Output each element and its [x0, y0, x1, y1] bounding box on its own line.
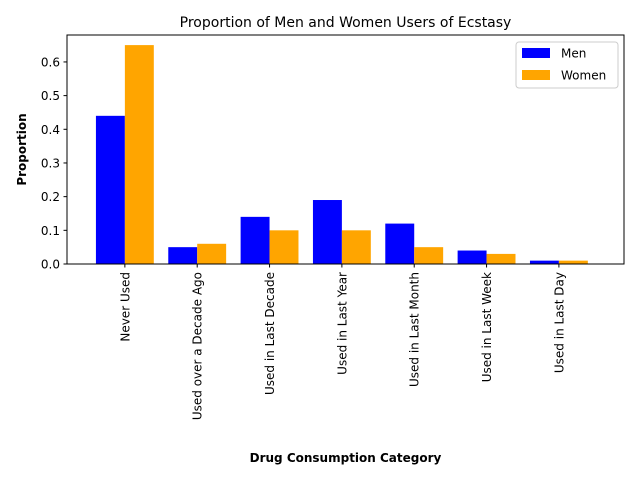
- x-axis: Never Used Used over a Decade Ago Used in …: [118, 264, 566, 420]
- bar-men-5: [457, 250, 487, 264]
- bar-women-6: [558, 260, 588, 264]
- bars-group: [95, 45, 588, 265]
- bar-women-4: [414, 247, 444, 264]
- x-axis-label: Drug Consumption Category: [250, 451, 442, 465]
- bar-women-2: [269, 230, 299, 264]
- plot-frame: [66, 34, 625, 265]
- x-tick-label: Used in Last Decade: [263, 272, 277, 395]
- y-tick-label: 0.5: [41, 89, 60, 103]
- y-tick-label: 0.1: [41, 224, 60, 238]
- bar-women-5: [486, 253, 516, 264]
- y-tick-label: 0.3: [41, 156, 60, 170]
- bar-men-6: [529, 260, 559, 264]
- x-tick-label: Used in Last Day: [552, 272, 566, 373]
- bar-men-4: [385, 223, 415, 264]
- x-tick-label: Used over a Decade Ago: [191, 272, 205, 420]
- x-tick-label: Never Used: [118, 272, 132, 342]
- legend-label-women: Women: [561, 69, 606, 83]
- legend-swatch-women: [522, 70, 550, 80]
- bar-women-0: [124, 45, 154, 265]
- y-axis: 0.0 0.1 0.2 0.3 0.4 0.5 0.6: [41, 55, 67, 272]
- legend-label-men: Men: [561, 47, 586, 61]
- bar-men-1: [168, 247, 198, 264]
- bar-men-2: [240, 216, 270, 264]
- y-tick-label: 0.6: [41, 55, 60, 69]
- bar-women-3: [341, 230, 371, 264]
- x-tick-label: Used in Last Month: [408, 272, 422, 387]
- x-tick-label: Used in Last Year: [335, 272, 349, 375]
- y-tick-label: 0.2: [41, 190, 60, 204]
- bar-women-1: [197, 243, 227, 264]
- y-axis-label: Proportion: [15, 113, 29, 185]
- chart-title: Proportion of Men and Women Users of Ecs…: [180, 15, 512, 31]
- bar-men-0: [95, 115, 125, 264]
- legend-swatch-men: [522, 48, 550, 58]
- legend: Men Women: [515, 41, 619, 89]
- y-tick-label: 0.0: [41, 258, 60, 272]
- x-tick-label: Used in Last Week: [480, 272, 494, 382]
- y-tick-label: 0.4: [41, 123, 60, 137]
- bar-men-3: [312, 200, 342, 264]
